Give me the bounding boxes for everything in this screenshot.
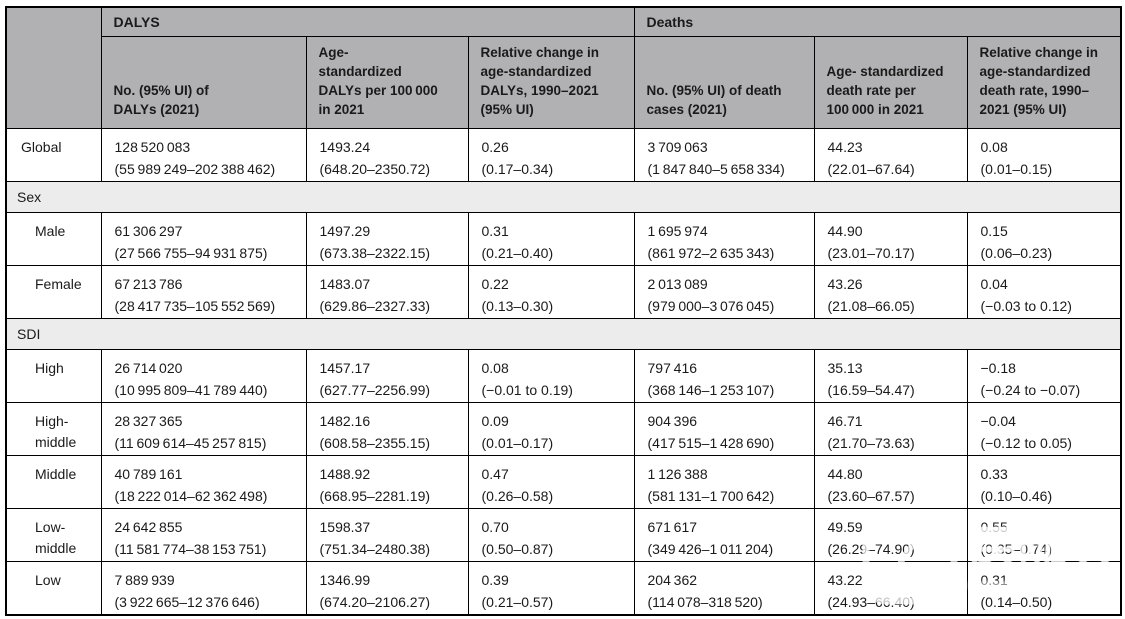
dalys-deaths-table: DALYS Deaths No. (95% UI) of DALYs (2021… [5, 6, 1123, 616]
data-cell: 128 520 083 (55 989 249–202 388 462) [100, 128, 307, 183]
table-row-high: High 26 714 020 (10 995 809–41 789 440) 14… [5, 349, 1122, 404]
data-cell: 2 013 089 (979 000–3 076 045) [633, 265, 815, 320]
data-cell: 671 617 (349 426–1 011 204) [633, 508, 815, 563]
data-cell: 46.71 (21.70–73.63) [813, 402, 968, 457]
data-cell: 61 306 297 (27 566 755–94 931 875) [100, 212, 307, 267]
group-header-row: DALYS Deaths [5, 6, 1122, 130]
data-cell: 0.08 (−0.01 to 0.19) [467, 349, 635, 404]
table-row-global: Global 128 520 083 (55 989 249–202 388 46… [5, 128, 1122, 183]
data-cell: 0.31 (0.21–0.40) [467, 212, 635, 267]
group-header-dalys: DALYS [100, 6, 635, 37]
data-cell: 0.09 (0.01–0.17) [467, 402, 635, 457]
table-body: Global 128 520 083 (55 989 249–202 388 46… [5, 128, 1122, 616]
section-row-sdi: SDI [5, 318, 1122, 351]
group-header-deaths: Deaths [633, 6, 1122, 37]
data-cell: 904 396 (417 515–1 428 690) [633, 402, 815, 457]
data-cell: 1598.37 (751.34–2480.38) [305, 508, 469, 563]
column-header-deaths-change: Relative change in age-standardized deat… [966, 35, 1122, 130]
data-cell: 43.22 (24.93–66.40) [813, 561, 968, 616]
column-header-dalys-change: Relative change in age-standardized DALY… [467, 35, 635, 130]
data-cell: 1457.17 (627.77–2256.99) [305, 349, 469, 404]
data-cell: 0.47 (0.26–0.58) [467, 455, 635, 510]
data-cell: 44.23 (22.01–67.64) [813, 128, 968, 183]
data-cell: 0.31 (0.14–0.50) [966, 561, 1122, 616]
table-row-high-middle: High-middle 28 327 365 (11 609 614–45 257… [5, 402, 1122, 457]
data-cell: 1482.16 (608.58–2355.15) [305, 402, 469, 457]
corner-cell [5, 6, 102, 130]
column-header-dalys-number: No. (95% UI) of DALYs (2021) [100, 35, 307, 130]
data-cell: 797 416 (368 146–1 253 107) [633, 349, 815, 404]
data-cell: 0.15 (0.06–0.23) [966, 212, 1122, 267]
data-cell: 67 213 786 (28 417 735–105 552 569) [100, 265, 307, 320]
data-cell: 7 889 939 (3 922 665–12 376 646) [100, 561, 307, 616]
row-label: High-middle [5, 402, 102, 457]
row-label: Female [5, 265, 102, 320]
data-cell: 1 695 974 (861 972–2 635 343) [633, 212, 815, 267]
data-cell: 0.26 (0.17–0.34) [467, 128, 635, 183]
data-cell: 26 714 020 (10 995 809–41 789 440) [100, 349, 307, 404]
data-cell: 204 362 (114 078–318 520) [633, 561, 815, 616]
row-label: Middle [5, 455, 102, 510]
data-cell: 3 709 063 (1 847 840–5 658 334) [633, 128, 815, 183]
data-cell: −0.18 (−0.24 to −0.07) [966, 349, 1122, 404]
data-cell: 0.55 (0.35–0.74) [966, 508, 1122, 563]
data-cell: 44.80 (23.60–67.57) [813, 455, 968, 510]
table-row-low: Low 7 889 939 (3 922 665–12 376 646) 1346.… [5, 561, 1122, 616]
data-cell: 1497.29 (673.38–2322.15) [305, 212, 469, 267]
data-cell: 0.39 (0.21–0.57) [467, 561, 635, 616]
data-cell: 1493.24 (648.20–2350.72) [305, 128, 469, 183]
data-cell: 35.13 (16.59–54.47) [813, 349, 968, 404]
data-cell: 1483.07 (629.86–2327.33) [305, 265, 469, 320]
data-cell: 43.26 (21.08–66.05) [813, 265, 968, 320]
section-label: Sex [5, 181, 1122, 214]
table-row-male: Male 61 306 297 (27 566 755–94 931 875) 14… [5, 212, 1122, 267]
table-header: DALYS Deaths No. (95% UI) of DALYs (2021… [5, 6, 1122, 130]
data-cell: 1346.99 (674.20–2106.27) [305, 561, 469, 616]
row-label: Global [5, 128, 102, 183]
row-label: Low-middle [5, 508, 102, 563]
data-cell: 0.04 (−0.03 to 0.12) [966, 265, 1122, 320]
data-cell: 49.59 (26.29–74.90) [813, 508, 968, 563]
table-row-female: Female 67 213 786 (28 417 735–105 552 569… [5, 265, 1122, 320]
column-header-deaths-rate: Age- standardized death rate per 100 000… [813, 35, 968, 130]
row-label: Low [5, 561, 102, 616]
data-cell: −0.04 (−0.12 to 0.05) [966, 402, 1122, 457]
data-cell: 40 789 161 (18 222 014–62 362 498) [100, 455, 307, 510]
data-cell: 1488.92 (668.95–2281.19) [305, 455, 469, 510]
column-header-dalys-rate: Age- standardized DALYs per 100 000 in 2… [305, 35, 469, 130]
data-cell: 44.90 (23.01–70.17) [813, 212, 968, 267]
section-label: SDI [5, 318, 1122, 351]
data-cell: 24 642 855 (11 581 774–38 153 751) [100, 508, 307, 563]
column-header-deaths-number: No. (95% UI) of death cases (2021) [633, 35, 815, 130]
data-cell: 0.08 (0.01–0.15) [966, 128, 1122, 183]
data-cell: 1 126 388 (581 131–1 700 642) [633, 455, 815, 510]
data-cell: 0.33 (0.10–0.46) [966, 455, 1122, 510]
row-label: Male [5, 212, 102, 267]
data-cell: 0.70 (0.50–0.87) [467, 508, 635, 563]
row-label: High [5, 349, 102, 404]
column-header-row: No. (95% UI) of DALYs (2021) Age- standa… [6, 35, 1122, 130]
section-row-sex: Sex [5, 181, 1122, 214]
table-row-low-middle: Low-middle 24 642 855 (11 581 774–38 153 … [5, 508, 1122, 563]
data-cell: 0.22 (0.13–0.30) [467, 265, 635, 320]
table-row-middle: Middle 40 789 161 (18 222 014–62 362 498)… [5, 455, 1122, 510]
data-cell: 28 327 365 (11 609 614–45 257 815) [100, 402, 307, 457]
